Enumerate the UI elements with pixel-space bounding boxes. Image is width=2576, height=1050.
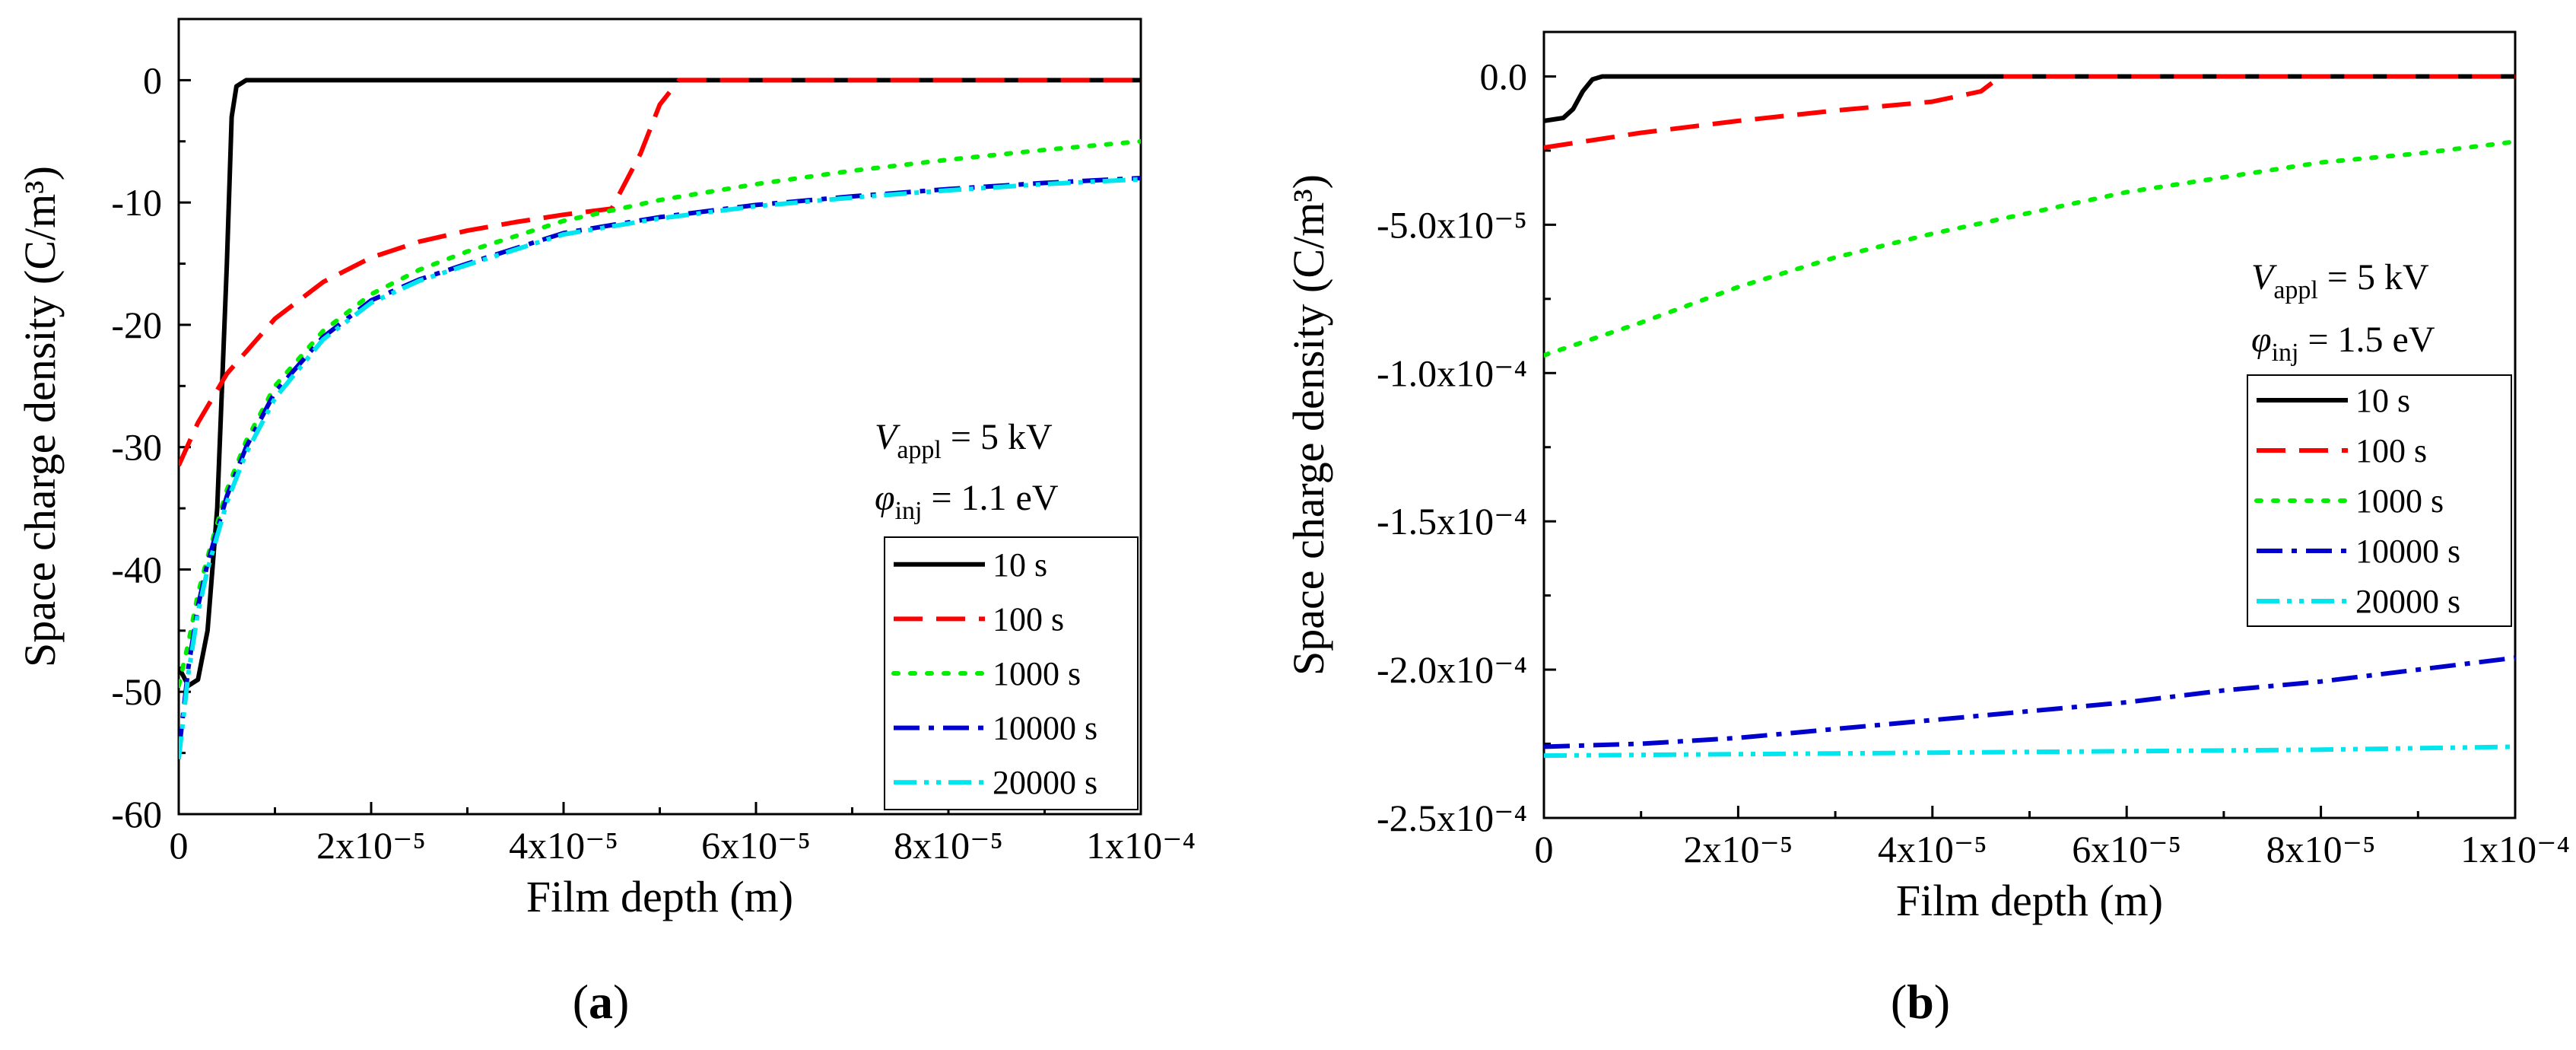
y-tick-label: -30 <box>111 426 162 469</box>
series-line-20000s <box>179 177 1141 760</box>
x-tick-label: 2x10⁻⁵ <box>1683 828 1793 870</box>
annotation-symbol: φ <box>2251 320 2272 360</box>
annotation-symbol: φ <box>875 478 895 518</box>
series-line-1000s <box>1544 139 2515 358</box>
x-axis-label: Film depth (m) <box>1896 876 2163 925</box>
x-axis-label: Film depth (m) <box>526 872 793 921</box>
series-line-10000s <box>179 176 1141 753</box>
annotation-symbol: V <box>875 417 900 457</box>
x-tick-label: 6x10⁻⁵ <box>701 824 811 867</box>
y-axis-label: Space charge density (C/m³) <box>1284 174 1333 676</box>
chart-a: 0 2x10⁻⁵ 4x10⁻⁵ 6x10⁻⁵ 8x10⁻⁵ 1x10⁻⁴ 0 -10 -20 -3… <box>15 18 1196 1029</box>
x-tick-label: 6x10⁻⁵ <box>2072 828 2181 870</box>
panel-label-letter: a <box>589 975 613 1029</box>
series-line-10000s <box>1544 655 2515 749</box>
legend-label: 20000 s <box>2355 583 2460 620</box>
y-tick-label: -10 <box>111 181 162 224</box>
annotation-symbol: V <box>2251 257 2277 298</box>
y-tick-label: -2.5x10⁻⁴ <box>1377 797 1527 839</box>
x-tick-label: 8x10⁻⁵ <box>894 824 1003 867</box>
annotation-subscript: inj <box>895 497 923 525</box>
legend-label: 1000 s <box>993 655 1081 692</box>
annotation-subscript: inj <box>2272 339 2299 367</box>
y-tick-label: -5.0x10⁻⁵ <box>1377 203 1527 246</box>
legend-label: 100 s <box>993 600 1064 638</box>
chart-b: 0 2x10⁻⁵ 4x10⁻⁵ 6x10⁻⁵ 8x10⁻⁵ 1x10⁻⁴ 0.0 -5.0x1… <box>1284 30 2570 1029</box>
annotation: Vappl = 5 kV <box>875 417 1053 464</box>
legend-label: 100 s <box>2355 432 2427 469</box>
annotation: φinj = 1.5 eV <box>2251 320 2435 367</box>
legend-label: 1000 s <box>2355 482 2444 520</box>
y-tick-label: -2.0x10⁻⁴ <box>1377 648 1527 691</box>
legend-label: 10000 s <box>993 710 1097 747</box>
panel-label-letter: b <box>1907 975 1934 1029</box>
x-tick-label: 2x10⁻⁵ <box>316 824 426 867</box>
annotation-value: = 1.1 eV <box>922 478 1058 518</box>
x-tick-label: 1x10⁻⁴ <box>2460 828 2570 870</box>
x-tick-label: 8x10⁻⁵ <box>2266 828 2376 870</box>
series-group <box>1544 74 2515 759</box>
y-tick-label: -40 <box>111 548 162 590</box>
y-tick-label: -60 <box>111 793 162 835</box>
annotation: Vappl = 5 kV <box>2251 257 2429 304</box>
y-tick-label: -1.5x10⁻⁴ <box>1377 500 1527 542</box>
x-tick-label: 1x10⁻⁴ <box>1086 824 1196 867</box>
y-tick-label: -50 <box>111 670 162 713</box>
y-tick-label: -1.0x10⁻⁴ <box>1377 352 1527 394</box>
y-axis-label: Space charge density (C/m³) <box>15 166 65 667</box>
series-line-100s <box>179 78 1141 467</box>
annotation-value: = 1.5 eV <box>2298 320 2435 360</box>
y-tick-label: 0.0 <box>1480 55 1528 97</box>
series-group <box>179 78 1141 760</box>
series-line-10s <box>1544 74 2515 123</box>
y-tick-label: 0 <box>143 59 162 101</box>
panel-label-paren: ) <box>613 975 629 1029</box>
legend-label: 20000 s <box>993 764 1097 801</box>
x-tick-label: 4x10⁻⁵ <box>1878 828 1987 870</box>
panel-label: (b) <box>1891 975 1950 1029</box>
legend-label: 10 s <box>993 546 1047 584</box>
annotation-subscript: appl <box>2273 276 2318 304</box>
y-tick-label: -20 <box>111 304 162 346</box>
x-tick-label: 0 <box>170 824 189 867</box>
panel-label-paren: ( <box>573 975 589 1029</box>
series-line-100s <box>1544 74 2515 150</box>
x-tick-label: 0 <box>1535 828 1554 870</box>
panel-label-paren: ) <box>1934 975 1950 1029</box>
annotation-value: = 5 kV <box>2318 257 2429 298</box>
annotation-value: = 5 kV <box>942 417 1053 457</box>
panel-label: (a) <box>573 975 630 1029</box>
annotation: φinj = 1.1 eV <box>875 478 1059 525</box>
panel-label-paren: ( <box>1891 975 1907 1029</box>
legend-label: 10 s <box>2355 382 2410 419</box>
x-tick-label: 4x10⁻⁵ <box>509 824 618 867</box>
legend-label: 10000 s <box>2355 533 2460 570</box>
annotation-subscript: appl <box>897 436 942 464</box>
series-line-20000s <box>1544 744 2515 759</box>
